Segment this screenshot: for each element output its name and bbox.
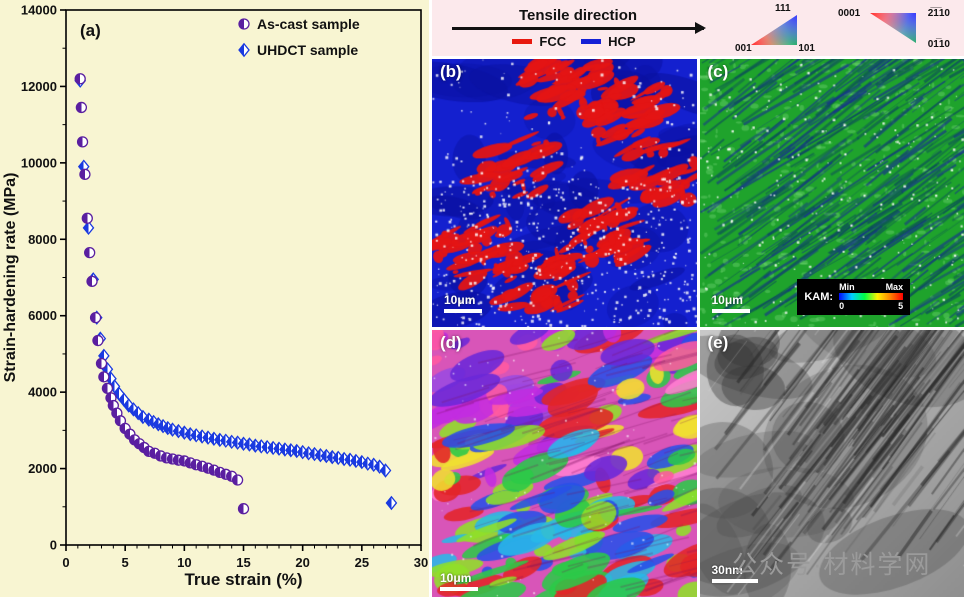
svg-text:12000: 12000	[21, 79, 57, 94]
data-point-diamond	[379, 463, 392, 478]
micrograph-grid: (b) 10μm (c) 10μm KAM: Min	[432, 59, 964, 597]
svg-text:8000: 8000	[28, 232, 57, 247]
scale-bar-b: 10μm	[444, 293, 482, 313]
hex-0110-label: 01̅10	[927, 39, 950, 50]
kam-gradient-bar	[839, 293, 904, 301]
scale-bar-d-text: 10μm	[440, 571, 472, 585]
panel-c-label: (c)	[707, 62, 729, 81]
panel-b-phase-map: (b) 10μm	[432, 59, 697, 327]
data-point-diamond	[82, 220, 95, 236]
cubic-111-label: 111	[775, 3, 791, 14]
panel-c-kam-map: (c) 10μm KAM: Min Max 0	[699, 59, 964, 327]
hex-0001-label: 0001	[838, 8, 861, 19]
cubic-101-label: 101	[798, 43, 815, 54]
scale-bar-c-line	[711, 308, 750, 313]
tensile-direction-label: Tensile direction	[518, 7, 638, 25]
data-point-circle	[75, 101, 88, 114]
cubic-001-label: 001	[735, 43, 752, 54]
data-point-diamond	[385, 495, 398, 511]
data-point-diamond	[137, 409, 149, 425]
arrow-head-icon	[695, 22, 706, 35]
panel-d-ipf-map: (d) 10μm	[432, 329, 697, 597]
watermark-text: 公众号·材料学网	[732, 551, 932, 579]
scale-bar-c-text: 10μm	[711, 292, 743, 307]
hex-ipf-key: 0001 2̅1̅10 01̅10	[838, 2, 950, 54]
legend-label: As-cast sample	[257, 16, 360, 32]
strain-hardening-chart: 0 5 10 15 20 25 30 0 2000 4000 6000 8000 10000 12000 1…	[0, 0, 429, 597]
data-point-circle	[92, 334, 104, 347]
data-point-circle	[76, 136, 89, 148]
kam-min-label: Min	[839, 281, 855, 292]
panel-e-label: (e)	[707, 332, 729, 352]
kam-max-label: Max	[885, 281, 904, 292]
kam-title: KAM:	[804, 290, 834, 303]
svg-text:0: 0	[50, 538, 57, 553]
data-point-circle	[84, 247, 96, 259]
hex-ipf-triangle	[870, 13, 916, 43]
svg-text:30: 30	[414, 555, 428, 570]
svg-text:20: 20	[295, 555, 309, 570]
svg-text:14000: 14000	[21, 3, 57, 18]
data-point-circle	[74, 73, 86, 85]
data-point-circle	[231, 474, 244, 486]
x-axis-label: True strain (%)	[184, 570, 302, 589]
data-point-diamond	[122, 398, 135, 413]
hex-2110-label: 2̅1̅10	[927, 8, 950, 19]
legend-label: UHDCT sample	[257, 42, 358, 58]
kam-colorbar: KAM: Min Max 0 5	[797, 278, 911, 315]
ipf-map-canvas	[432, 329, 697, 597]
data-point-circle	[89, 311, 102, 324]
svg-text:25: 25	[355, 555, 369, 570]
scale-bar-c: 10μm	[711, 292, 750, 313]
hcp-label: HCP	[608, 33, 636, 49]
phase-map-canvas	[432, 59, 697, 327]
svg-text:5: 5	[122, 555, 129, 570]
fcc-color-swatch	[512, 38, 533, 44]
tem-image-canvas	[699, 329, 964, 597]
tensile-direction-arrow	[452, 22, 706, 35]
phase-legend: FCC HCP	[512, 34, 643, 49]
legend-marker-diamond	[238, 42, 250, 58]
kam-max-value: 5	[898, 301, 904, 312]
data-point-circle	[101, 382, 114, 394]
cubic-ipf-key: 111 001 101	[735, 2, 817, 54]
fcc-label: FCC	[539, 33, 567, 49]
panel-a: 0 5 10 15 20 25 30 0 2000 4000 6000 8000 10000 12000 1…	[0, 0, 429, 597]
right-column: Tensile direction FCC HCP 111 001 101 00…	[432, 0, 964, 597]
data-point-circle	[79, 168, 91, 180]
scale-bar-b-text: 10μm	[444, 292, 476, 307]
svg-text:6000: 6000	[28, 308, 57, 323]
scale-bar-e-text: 30nm	[711, 563, 743, 577]
kam-body: Min Max 0 5	[839, 281, 904, 312]
svg-text:15: 15	[236, 555, 250, 570]
scale-bar-b-line	[444, 308, 482, 313]
panel-e-tem-image: (e) 30nm 公众号·材料学网	[699, 329, 964, 597]
svg-text:2000: 2000	[28, 461, 57, 476]
orientation-key-strip: Tensile direction FCC HCP 111 001 101 00…	[432, 0, 964, 56]
svg-text:10000: 10000	[21, 155, 57, 170]
legend-marker-circle	[238, 18, 250, 30]
y-axis-label: Strain-hardening rate (MPa)	[2, 173, 19, 383]
data-point-circle	[81, 212, 93, 224]
svg-text:10: 10	[177, 555, 191, 570]
scale-bar-d: 10μm	[440, 571, 478, 591]
svg-text:4000: 4000	[28, 385, 57, 400]
hcp-color-swatch	[581, 38, 602, 44]
data-point-circle	[237, 503, 250, 515]
data-point-circle	[95, 357, 108, 370]
svg-text:0: 0	[62, 555, 69, 570]
scale-bar-e: 30nm	[711, 563, 758, 583]
panel-a-title: (a)	[80, 21, 101, 40]
scale-bar-d-line	[440, 587, 478, 591]
scale-bar-e-line	[711, 579, 758, 583]
tensile-direction-block: Tensile direction FCC HCP	[442, 7, 714, 49]
data-point-circle	[86, 275, 98, 287]
panel-d-label: (d)	[440, 332, 462, 352]
data-point-circle	[98, 371, 110, 383]
kam-min-value: 0	[839, 301, 845, 312]
panel-b-label: (b)	[440, 62, 462, 81]
cubic-ipf-triangle	[751, 15, 797, 45]
